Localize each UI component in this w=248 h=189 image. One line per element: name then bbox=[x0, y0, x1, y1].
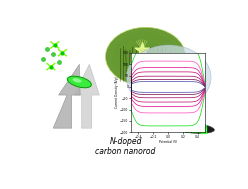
Point bbox=[178, 122, 182, 125]
Point bbox=[203, 127, 207, 130]
Point bbox=[194, 123, 198, 126]
Point bbox=[140, 49, 144, 52]
Point bbox=[197, 130, 201, 133]
Ellipse shape bbox=[67, 76, 91, 88]
Point bbox=[181, 129, 185, 132]
Point bbox=[187, 126, 191, 129]
Point bbox=[181, 125, 185, 129]
Point bbox=[203, 124, 207, 127]
Point bbox=[41, 57, 45, 60]
Point bbox=[200, 124, 204, 127]
Text: N-doped
carbon nanorod: N-doped carbon nanorod bbox=[95, 137, 156, 156]
Ellipse shape bbox=[125, 42, 166, 71]
X-axis label: Potential (V): Potential (V) bbox=[159, 140, 177, 144]
Point bbox=[187, 123, 191, 126]
Point bbox=[45, 47, 49, 50]
Point bbox=[178, 125, 182, 128]
Ellipse shape bbox=[119, 37, 172, 76]
Point bbox=[194, 130, 198, 133]
Point bbox=[190, 123, 194, 126]
Point bbox=[185, 126, 188, 129]
Point bbox=[181, 122, 185, 125]
Point bbox=[49, 65, 53, 68]
Ellipse shape bbox=[106, 27, 186, 86]
Point bbox=[185, 129, 188, 132]
Point bbox=[194, 126, 198, 129]
Point bbox=[190, 126, 194, 129]
Point bbox=[53, 43, 57, 46]
Y-axis label: Current Density (A/g): Current Density (A/g) bbox=[115, 77, 119, 108]
Ellipse shape bbox=[132, 47, 159, 66]
Ellipse shape bbox=[106, 27, 186, 86]
Ellipse shape bbox=[139, 52, 152, 61]
Point bbox=[178, 128, 182, 131]
Ellipse shape bbox=[126, 45, 211, 110]
Point bbox=[200, 127, 204, 130]
Point bbox=[185, 123, 188, 126]
Ellipse shape bbox=[112, 32, 179, 81]
Ellipse shape bbox=[73, 78, 82, 83]
Point bbox=[187, 129, 191, 132]
Text: Cellulose
Nanocrystal: Cellulose Nanocrystal bbox=[140, 90, 185, 109]
Point bbox=[51, 53, 55, 56]
Point bbox=[61, 51, 64, 54]
Point bbox=[57, 60, 61, 64]
Ellipse shape bbox=[66, 75, 93, 89]
Polygon shape bbox=[53, 64, 80, 128]
Ellipse shape bbox=[172, 123, 215, 133]
Point bbox=[197, 127, 201, 130]
Polygon shape bbox=[74, 64, 99, 128]
Point bbox=[197, 124, 201, 127]
Point bbox=[200, 130, 204, 133]
Point bbox=[203, 130, 207, 133]
Point bbox=[190, 129, 194, 132]
